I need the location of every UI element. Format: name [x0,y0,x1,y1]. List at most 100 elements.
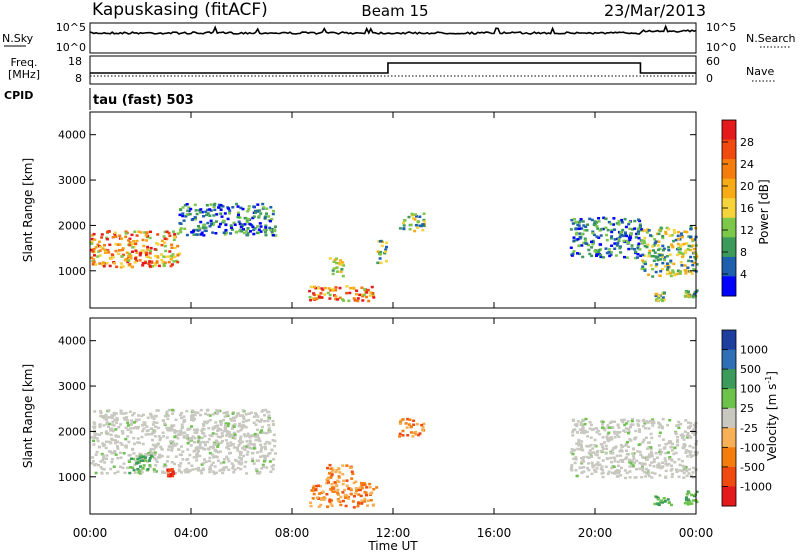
velocity-cell-5-9 [406,417,410,421]
velocity-cell-0-354 [90,436,94,439]
velocity-cell-3-114 [320,498,323,501]
velocity-cell-6-103 [643,456,647,460]
velocity-cell-6-133 [670,475,674,478]
power-cell-1-108 [211,223,215,226]
velocity-cell-0-466 [137,418,141,421]
velocity-cell-6-386 [645,420,649,423]
velocity-cell-6-312 [620,450,624,453]
power-cell-1-146 [240,230,244,233]
velocity-cell-0-567 [215,450,218,453]
power-cell-3-16 [339,263,343,266]
power-cell-0-142 [108,264,112,268]
power-cell-6-58 [598,229,602,232]
power-cell-1-1 [235,202,238,206]
velocity-cell-6-286 [669,469,673,472]
velocity-cell-6-136 [623,469,627,472]
velocity-cell-6-109 [580,431,583,434]
power-cell-1-95 [238,222,242,226]
velocity-cell-6-440 [591,465,595,469]
power-cell-0-116 [141,238,145,242]
velocity-cell-6-55 [625,422,629,425]
velocity-cell-0-249 [91,456,95,459]
velocity-cell-0-312 [229,451,232,455]
velocity-cell-0-503 [207,437,211,441]
power-cell-5-17 [421,228,425,232]
velocity-cell-6-513 [606,472,610,476]
velocity-cell-0-208 [201,467,205,470]
velocity-cell-0-725 [116,447,120,450]
velocity-cell-0-506 [259,420,263,423]
velocity-cell-0-753 [156,426,160,430]
velocity-cell-0-619 [173,435,177,438]
power-cell-7-5 [669,261,673,264]
velocity-cell-6-302 [670,467,674,471]
velocity-cell-0-380 [141,442,145,446]
velocity-cell-6-135 [609,456,613,460]
power-cell-5-29 [403,219,407,222]
power-cell-6-187 [595,225,599,228]
velocity-cell-0-176 [269,470,273,473]
velocity-cell-0-149 [170,460,174,464]
power-cell-1-76 [236,211,240,215]
velocity-cell-6-501 [589,443,593,447]
power-colorbar-swatch-6 [722,237,736,258]
velocity-cell-0-762 [116,440,119,443]
power-cell-0-115 [134,249,138,252]
velocity-cell-6-320 [619,448,623,451]
velocity-cell-0-534 [148,464,152,467]
power-cell-1-107 [240,223,244,226]
power-cell-1-123 [234,231,238,234]
power-cell-1-39 [184,215,188,218]
power-cell-1-115 [217,206,220,209]
velocity-ytick-label-2: 3000 [58,380,86,393]
power-cell-7-1 [687,259,691,263]
velocity-cell-4-14 [329,476,333,479]
velocity-cell-0-79 [216,443,220,446]
velocity-cell-3-22 [360,501,364,504]
velocity-cell-6-318 [600,445,604,449]
velocity-cell-0-807 [219,461,223,465]
velocity-cell-0-517 [188,469,192,473]
power-cell-6-155 [610,235,614,238]
velocity-cell-6-344 [570,464,574,467]
velocity-cell-0-666 [245,453,249,456]
power-cell-7-29 [646,228,650,231]
velocity-cell-0-35 [133,421,136,424]
velocity-cell-6-155 [569,467,573,471]
velocity-cell-0-747 [263,414,266,417]
velocity-cell-0-696 [194,448,198,451]
velocity-cell-3-119 [311,486,315,489]
velocity-cell-0-470 [244,419,248,423]
velocity-cell-0-350 [130,419,134,422]
power-colorbar-swatch-0 [722,120,736,141]
velocity-cell-0-307 [105,457,108,460]
velocity-cell-6-272 [583,422,587,426]
power-cell-2-17 [338,286,342,290]
velocity-cell-0-602 [227,431,231,434]
velocity-cell-6-342 [676,440,679,444]
velocity-cell-6-192 [593,468,597,472]
power-cell-6-46 [580,227,584,230]
power-cell-1-190 [181,212,185,215]
velocity-cell-0-386 [190,437,194,441]
velocity-colorbar-swatch-2 [722,369,736,390]
velocity-cell-0-92 [216,424,219,427]
velocity-cell-0-283 [117,426,121,429]
velocity-cell-0-813 [263,455,267,458]
velocity-cell-3-33 [363,497,367,501]
velocity-cell-6-132 [591,447,595,450]
power-cell-1-28 [252,232,256,236]
velocity-cell-0-483 [95,437,99,440]
power-cell-7-197 [653,241,657,245]
power-cell-6-171 [628,238,632,242]
velocity-cell-6-156 [645,472,649,475]
velocity-cell-0-772 [267,427,271,430]
power-ytick-label-3: 4000 [58,129,86,142]
power-cell-0-67 [173,233,177,236]
power-cell-0-58 [94,246,98,249]
velocity-cell-0-343 [175,442,179,446]
power-cell-3-14 [332,260,336,263]
power-cell-0-102 [90,237,94,241]
velocity-cell-0-351 [261,425,264,429]
velocity-cell-6-34 [644,436,648,439]
